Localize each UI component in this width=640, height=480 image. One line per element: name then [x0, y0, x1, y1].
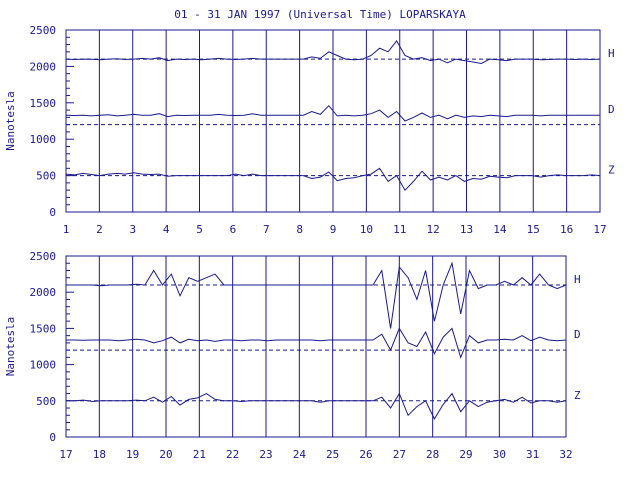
- series-d-label: D: [608, 103, 615, 116]
- series-d-trace: [65, 104, 600, 122]
- y-tick-label: 2000: [30, 60, 57, 73]
- x-tick-label: 22: [226, 448, 239, 461]
- x-tick-label: 14: [493, 223, 507, 236]
- y-tick-label: 500: [36, 170, 56, 183]
- x-tick-label: 11: [393, 223, 406, 236]
- x-tick-label: 7: [263, 223, 270, 236]
- x-tick-label: 29: [459, 448, 472, 461]
- x-tick-label: 3: [129, 223, 136, 236]
- series-z-label: Z: [574, 389, 581, 402]
- y-tick-label: 500: [36, 395, 56, 408]
- series-d-trace: [66, 327, 567, 359]
- x-tick-label: 32: [559, 448, 572, 461]
- y-tick-label: 0: [49, 431, 56, 444]
- x-tick-label: 1: [63, 223, 70, 236]
- y-tick-label: 1500: [30, 97, 57, 110]
- x-tick-label: 24: [293, 448, 307, 461]
- x-tick-label: 5: [196, 223, 203, 236]
- x-tick-label: 17: [593, 223, 606, 236]
- x-tick-label: 2: [96, 223, 103, 236]
- y-tick-label: 2000: [30, 286, 57, 299]
- y-tick-label: 0: [49, 206, 56, 219]
- series-h-label: H: [608, 47, 615, 60]
- x-tick-label: 20: [159, 448, 172, 461]
- series-z-label: Z: [608, 164, 615, 177]
- x-tick-label: 12: [427, 223, 440, 236]
- y-axis-label: Nanotesla: [4, 91, 17, 151]
- x-tick-label: 6: [230, 223, 237, 236]
- x-tick-label: 21: [193, 448, 206, 461]
- x-tick-label: 16: [560, 223, 573, 236]
- x-tick-label: 19: [126, 448, 139, 461]
- series-z-trace: [66, 392, 567, 420]
- x-tick-label: 4: [163, 223, 170, 236]
- series-d-label: D: [574, 328, 581, 341]
- x-tick-label: 26: [359, 448, 372, 461]
- chart-title: 01 - 31 JAN 1997 (Universal Time) LOPARS…: [174, 8, 466, 21]
- x-tick-label: 23: [259, 448, 272, 461]
- x-tick-label: 28: [426, 448, 439, 461]
- x-tick-label: 27: [393, 448, 406, 461]
- y-tick-label: 1500: [30, 322, 57, 335]
- x-tick-label: 30: [493, 448, 506, 461]
- x-tick-label: 25: [326, 448, 339, 461]
- y-axis-label: Nanotesla: [4, 317, 17, 377]
- y-tick-label: 2500: [30, 24, 57, 37]
- series-z-trace: [65, 167, 601, 192]
- x-tick-label: 15: [527, 223, 540, 236]
- x-tick-label: 10: [360, 223, 373, 236]
- x-tick-label: 8: [296, 223, 303, 236]
- x-tick-label: 31: [526, 448, 539, 461]
- y-tick-label: 1000: [30, 133, 57, 146]
- x-tick-label: 18: [93, 448, 106, 461]
- x-tick-label: 9: [330, 223, 337, 236]
- y-tick-label: 1000: [30, 359, 57, 372]
- x-tick-label: 13: [460, 223, 473, 236]
- series-h-trace: [66, 261, 567, 329]
- series-h-label: H: [574, 273, 581, 286]
- series-h-trace: [65, 40, 601, 65]
- y-tick-label: 2500: [30, 250, 57, 263]
- plot-frame: [65, 255, 567, 438]
- x-tick-label: 17: [59, 448, 72, 461]
